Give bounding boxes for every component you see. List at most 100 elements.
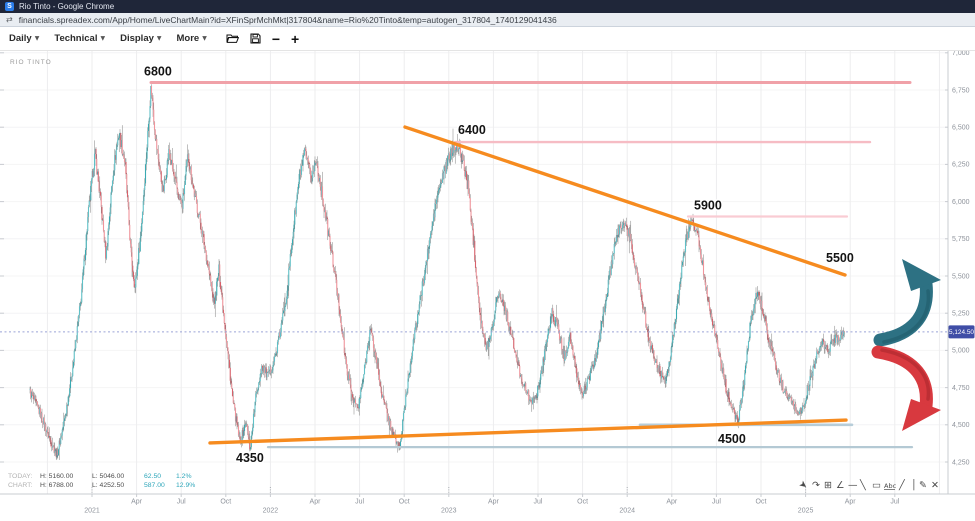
down-arrow[interactable] <box>871 345 933 413</box>
y-axis-label: 5,000 <box>952 348 970 355</box>
tool-grid-icon[interactable]: ⊞ <box>824 480 832 491</box>
y-axis-label: 4,500 <box>952 422 970 429</box>
tool-rectangle-icon[interactable]: ▭ <box>872 480 881 491</box>
chart-stats-cell: L: 4252.50 <box>92 482 124 489</box>
price-badge-value: 5,124.50 <box>949 329 974 336</box>
instrument-watermark: RIO TINTO <box>10 59 52 66</box>
site-icon: ⇄ <box>6 14 13 24</box>
x-axis-year-label: 2021 <box>84 508 100 515</box>
y-axis-label: 6,500 <box>952 125 970 132</box>
level-label-4350: 4350 <box>236 451 264 465</box>
chart-stats-cell: CHART: <box>8 482 33 489</box>
app-icon: S <box>5 2 14 11</box>
x-axis-month-label: Oct <box>756 499 767 506</box>
up-arrow-head[interactable] <box>902 259 941 291</box>
chart-stats-cell: H: 6788.00 <box>40 482 73 489</box>
today-stats-cell: TODAY: <box>8 473 32 480</box>
menu-display[interactable]: Display ▼ <box>120 33 161 44</box>
tool-redo-icon[interactable]: ↷ <box>812 480 820 491</box>
x-axis-month-label: Apr <box>666 499 678 506</box>
chevron-down-icon: ▼ <box>156 35 162 42</box>
candles <box>29 84 846 461</box>
level-label-4500: 4500 <box>718 432 746 446</box>
price-badge-bg <box>948 325 975 339</box>
x-axis-year-label: 2025 <box>798 508 814 515</box>
price-badge: 5,124.50 <box>948 325 975 339</box>
chart-stats-cell: 12.9% <box>176 482 195 489</box>
y-axis-label: 7,000 <box>952 51 970 57</box>
x-axis-month-label: Oct <box>577 499 588 506</box>
chevron-down-icon: ▼ <box>202 35 207 42</box>
save-icon[interactable] <box>250 33 261 44</box>
url-text[interactable]: financials.spreadex.com/App/Home/LiveCha… <box>18 14 557 25</box>
chevron-down-icon: ▼ <box>100 35 106 42</box>
toolbar-separator: │ <box>911 479 917 491</box>
x-axis-year-label: 2024 <box>619 508 635 515</box>
chevron-down-icon: ▼ <box>34 35 40 42</box>
tool-close-icon[interactable]: ✕ <box>931 480 939 491</box>
price-chart-svg[interactable]: 6800 6400 5900 4500 4350 5500 7,000 6,750 6,500… <box>0 51 975 521</box>
level-label-6800: 6800 <box>144 65 172 79</box>
menu-display-label: Display <box>120 33 154 44</box>
menu-more-label: More <box>176 33 200 44</box>
y-axis-label: 5,500 <box>952 273 970 280</box>
menu-timeframe-label: Daily <box>9 33 32 44</box>
y-axis-label: 4,250 <box>952 459 970 466</box>
x-axis-year-label: 2023 <box>441 508 457 515</box>
trendline-lower-support[interactable] <box>208 418 848 445</box>
x-axis-month-label: Jul <box>177 499 186 506</box>
x-axis-month-label: Jul <box>890 499 899 506</box>
x-axis-month-label: Apr <box>131 499 143 506</box>
y-axis-label: 4,750 <box>952 385 970 392</box>
trendline-upper-resistance[interactable] <box>403 125 847 277</box>
today-stats-cell: L: 5046.00 <box>92 473 124 480</box>
x-axis-month-label: Oct <box>220 499 231 506</box>
axes: 7,000 6,750 6,500 6,250 6,000 5,750 5,500 5,250… <box>0 51 975 515</box>
x-axis-year-label: 2022 <box>263 508 279 515</box>
y-axis-label: 5,250 <box>952 311 970 318</box>
annotation-arrows[interactable] <box>871 259 941 431</box>
annotation-labels: 6800 6400 5900 4500 4350 5500 <box>142 63 855 467</box>
x-axis-month-label: Jul <box>534 499 543 506</box>
trendline-label-5500: 5500 <box>826 251 854 265</box>
chart-area[interactable]: 6800 6400 5900 4500 4350 5500 7,000 6,750 6,500… <box>0 51 975 521</box>
menu-more[interactable]: More ▼ <box>177 33 207 44</box>
zoom-in-icon[interactable]: + <box>291 30 300 47</box>
menu-technical-label: Technical <box>54 33 98 44</box>
window-title: Rio Tinto - Google Chrome <box>19 2 115 11</box>
level-label-6400: 6400 <box>458 123 486 137</box>
drawing-toolbar[interactable]: ➤ ↷ ⊞ ∠ — ╲ ▭ Abc ╱ │ ✎ ✕ <box>797 478 939 492</box>
y-axis-label: 6,250 <box>952 162 970 169</box>
session-stats: TODAY: H: 5160.00 L: 5046.00 62.50 1.2% CHART… <box>8 473 195 489</box>
today-stats-cell: 62.50 <box>144 473 161 480</box>
window-titlebar: S Rio Tinto - Google Chrome <box>0 0 975 13</box>
menu-technical[interactable]: Technical ▼ <box>54 33 105 44</box>
x-axis-month-label: Jul <box>355 499 364 506</box>
x-axis-month-label: Apr <box>310 499 322 506</box>
tool-pencil-icon[interactable]: ✎ <box>919 480 927 491</box>
y-axis-label: 6,750 <box>952 87 970 94</box>
zoom-out-icon[interactable]: − <box>271 30 281 47</box>
tool-pointer-icon[interactable]: ➤ <box>797 478 810 492</box>
up-arrow-shading <box>882 289 931 344</box>
tool-diagonal-line-icon[interactable]: ╱ <box>898 479 906 491</box>
annotation-levels[interactable] <box>149 81 914 449</box>
annotation-trendlines[interactable] <box>208 125 848 445</box>
tool-horizontal-line-icon[interactable]: — <box>848 480 858 491</box>
x-axis-month-label: Apr <box>488 499 500 506</box>
chart-stats-cell: 587.00 <box>144 482 165 489</box>
today-stats-cell: H: 5160.00 <box>40 473 73 480</box>
x-axis-month-label: Apr <box>845 499 857 506</box>
y-axis-label: 6,000 <box>952 199 970 206</box>
down-arrow-head[interactable] <box>902 399 941 431</box>
url-bar[interactable]: ⇄ financials.spreadex.com/App/Home/LiveC… <box>0 13 975 27</box>
tool-trend-line-icon[interactable]: ╲ <box>859 479 867 491</box>
menu-timeframe[interactable]: Daily ▼ <box>9 33 39 44</box>
tool-text-icon[interactable]: Abc <box>884 482 897 490</box>
tool-trend-angle-icon[interactable]: ∠ <box>836 480 845 491</box>
chart-toolbar: Daily ▼ Technical ▼ Display ▼ More ▼ − + <box>0 27 975 51</box>
open-folder-icon[interactable] <box>226 33 239 44</box>
today-stats-cell: 1.2% <box>176 473 192 480</box>
level-label-5900: 5900 <box>694 198 722 212</box>
gridlines <box>0 51 948 494</box>
